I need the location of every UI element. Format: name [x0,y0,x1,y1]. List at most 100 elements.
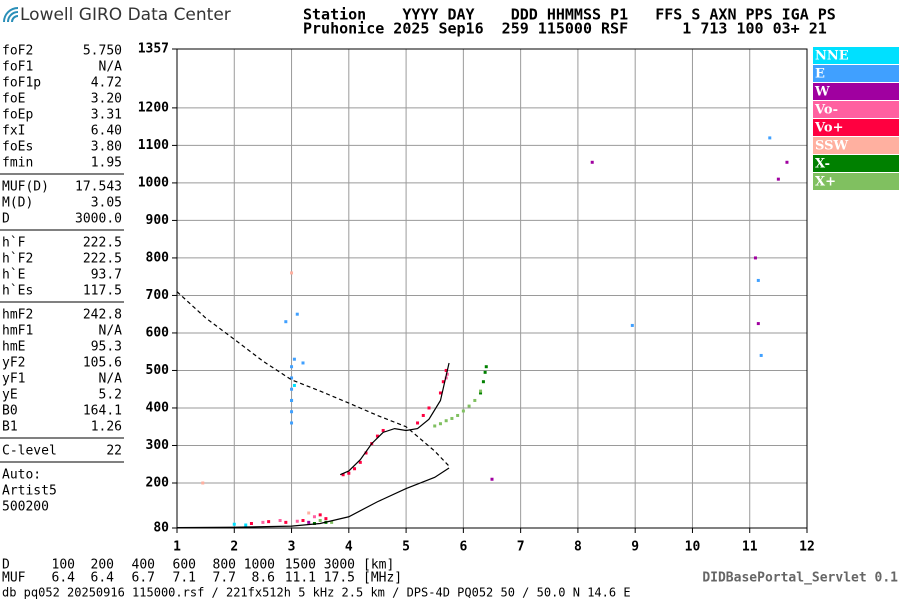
echo-point [292,357,296,361]
echo-point [261,520,265,524]
logo-text: Lowell GIRO Data Center [20,5,231,25]
echo-point [301,518,305,522]
y-tick-label: 200 [146,475,170,490]
legend-label: SSW [815,139,848,154]
echo-point [324,517,328,521]
param-value: 105.6 [83,356,122,371]
table-value: 7.1 [173,571,196,586]
echo-point [421,413,425,417]
x-tick-label: 11 [742,540,758,555]
param-value: N/A [99,60,123,75]
echo-point [753,256,757,260]
param-value: 1.95 [91,156,122,171]
echo-point [479,389,483,393]
echo-point [290,421,294,425]
param-value: 1.26 [91,420,122,435]
echo-point [759,353,763,357]
param-name: B0 [2,404,18,419]
param-value: 242.8 [83,308,122,323]
echo-point [290,410,294,414]
param-value: 5.2 [99,388,122,403]
x-tick-label: 7 [517,540,525,555]
param-value: 5.750 [83,44,122,59]
param-name: M(D) [2,196,33,211]
param-name: foF2 [2,44,33,59]
echo-point [416,421,420,425]
echo-point [290,387,294,391]
table-value: 6.4 [91,571,115,586]
echo-point [267,520,271,524]
echo-point [249,521,253,525]
param-name: Auto: [2,468,41,483]
echo-point [301,361,305,365]
param-name: h`F2 [2,252,33,267]
param-value: 6.40 [91,124,122,139]
echo-point [481,380,485,384]
echo-point [353,467,357,471]
echo-point [312,515,316,519]
param-value: 95.3 [91,340,122,355]
legend-swatch [813,137,899,154]
table-unit: [km] [363,558,394,573]
table-value: 3000 [324,558,355,573]
echo-point [450,416,454,420]
legend-swatch [813,119,899,136]
legend-swatch [813,65,899,82]
echo-point [347,471,351,475]
echo-point [473,398,477,402]
echo-point [479,391,483,395]
param-name: foF1 [2,60,33,75]
y-tick-label: 1357 [138,42,169,57]
table-unit: [MHz] [363,571,402,586]
echo-point [290,271,294,275]
x-tick-label: 1 [173,540,181,555]
echo-point [438,391,442,395]
legend-label: E [815,67,825,82]
echo-point [307,520,311,524]
param-value: 17.543 [75,180,122,195]
header-line: Station YYYY DAY DDD HHMMSS P1 FFS S AXN… [303,6,836,24]
legend-label: W [814,85,830,100]
legend-label: X- [815,157,830,172]
y-tick-label: 80 [153,521,169,536]
echo-point [381,428,385,432]
x-tick-label: 12 [799,540,815,555]
param-name: hmF1 [2,324,33,339]
param-name: foEp [2,108,33,123]
table-value: 17.5 [324,571,355,586]
echo-point [318,518,322,522]
echo-point [484,365,488,369]
param-value: 3.31 [91,108,122,123]
y-tick-label: 900 [146,213,170,228]
footer-servlet: DIDBasePortal_Servlet 0.1 [702,571,898,586]
table-value: 6.7 [132,571,155,586]
x-tick-label: 10 [685,540,701,555]
echo-point [438,422,442,426]
param-name: D [2,212,10,227]
echo-point [768,136,772,140]
param-name: foF1p [2,76,41,91]
echo-point [756,278,760,282]
echo-point [318,513,322,517]
table-value: 6.4 [52,571,76,586]
table-value: 1000 [244,558,275,573]
param-value: 3.05 [91,196,122,211]
x-tick-label: 4 [345,540,353,555]
echo-point [330,520,334,524]
param-name: h`Es [2,284,33,299]
logo-icon [3,7,19,23]
param-name: fmin [2,156,33,171]
y-tick-label: 700 [146,288,170,303]
param-value: 222.5 [83,252,122,267]
param-value: 93.7 [91,268,122,283]
y-tick-label: 600 [146,325,170,340]
header-line: Pruhonice 2025 Sep16 259 115000 RSF 1 71… [303,20,827,38]
param-name: C-level [2,444,57,459]
x-tick-label: 9 [631,540,639,555]
param-name: hmE [2,340,25,355]
echo-point [590,160,594,164]
x-tick-label: 5 [402,540,410,555]
echo-point [630,323,634,327]
param-value: N/A [99,372,123,387]
